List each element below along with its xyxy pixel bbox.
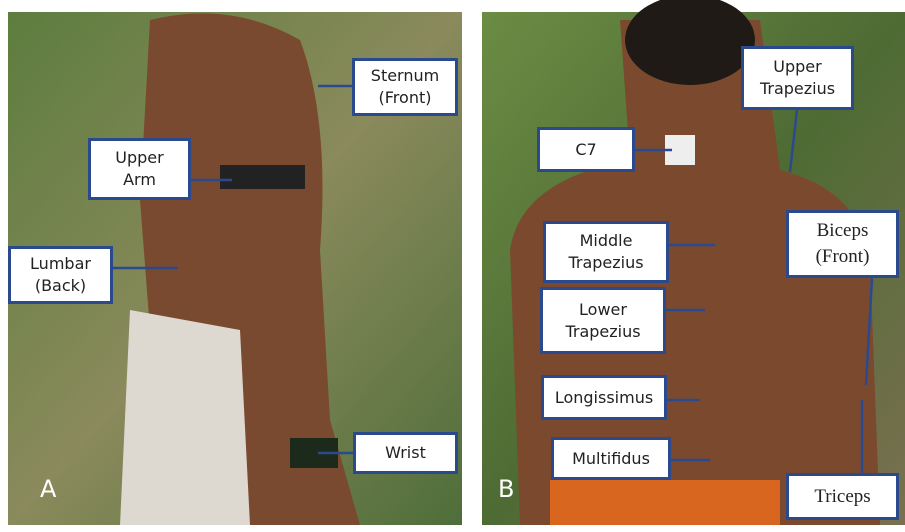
label: Multifidus [551,437,671,480]
leader-lines [113,84,874,473]
head-b [625,0,755,85]
label: Middle Trapezius [543,221,669,283]
label: C7 [537,127,635,172]
label: Triceps [786,473,899,520]
label: Longissimus [541,375,667,420]
shorts-b [550,480,780,525]
panel-letter: B [498,475,515,503]
leader-line [864,277,874,386]
label: Wrist [353,432,458,474]
label: Upper Arm [88,138,191,200]
label: Biceps (Front) [786,210,899,278]
label: Lumbar (Back) [8,246,113,304]
label: Lower Trapezius [540,287,666,354]
leader-line [788,109,799,173]
panel-letter: A [40,475,57,503]
label: Sternum (Front) [352,58,458,116]
label: Upper Trapezius [741,46,854,110]
pants-a [120,310,250,525]
body-a [140,13,360,525]
armband-a [220,165,305,189]
